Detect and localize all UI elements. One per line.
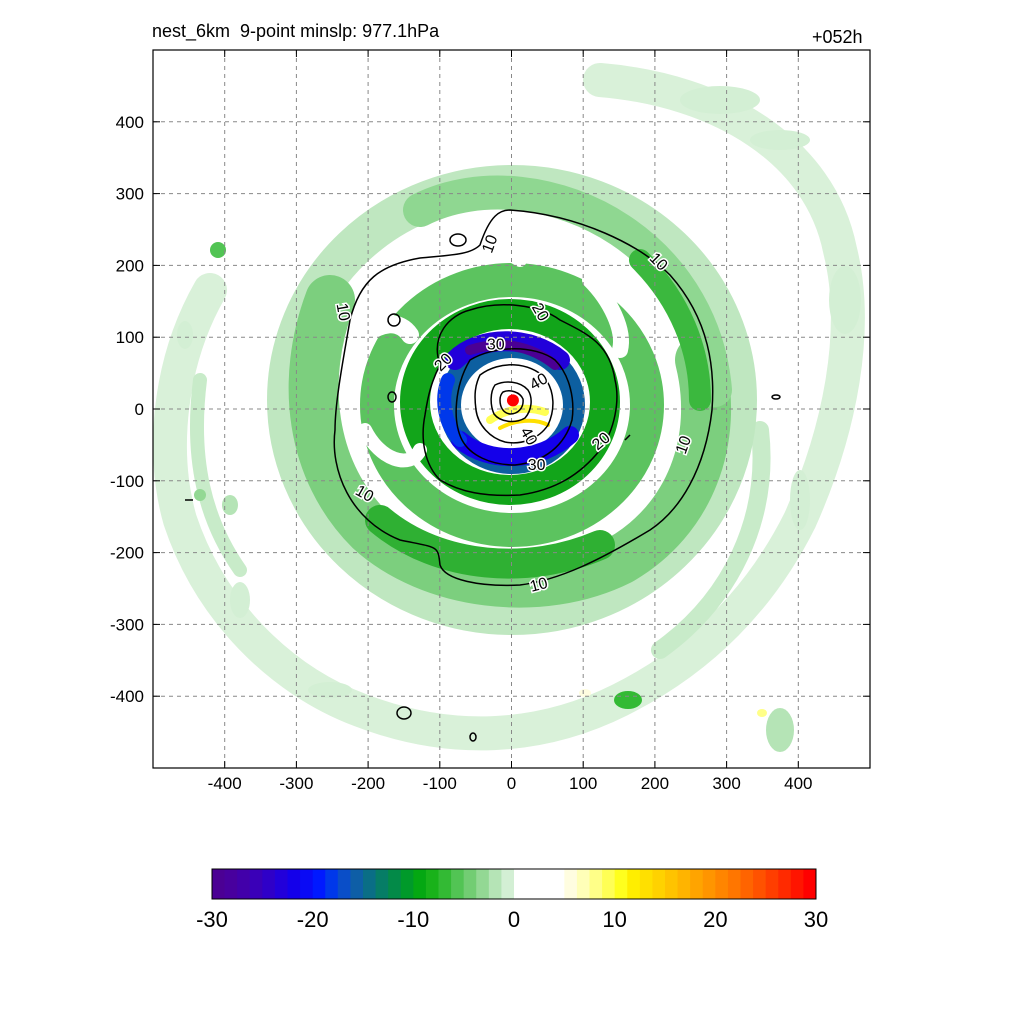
x-tick-label: 0 — [507, 774, 516, 793]
colorbar-swatch — [778, 869, 792, 899]
colorbar-swatch — [337, 869, 351, 899]
colorbar-swatch — [551, 869, 565, 899]
colorbar-tick-label: -10 — [397, 907, 429, 932]
colorbar-swatch — [740, 869, 754, 899]
y-tick-label: -100 — [110, 472, 144, 491]
colorbar-swatch — [312, 869, 326, 899]
y-tick-label: 200 — [116, 256, 144, 275]
colorbar-swatch — [287, 869, 301, 899]
colorbar-tick-label: 30 — [804, 907, 828, 932]
colorbar-swatch — [400, 869, 414, 899]
colorbar-swatch — [413, 869, 427, 899]
colorbar-tick-label: 10 — [602, 907, 626, 932]
colorbar-swatch — [526, 869, 540, 899]
colorbar-swatch — [249, 869, 263, 899]
colorbar-swatch — [425, 869, 439, 899]
y-tick-label: 300 — [116, 185, 144, 204]
colorbar-tick-label: -20 — [297, 907, 329, 932]
colorbar-swatch — [350, 869, 364, 899]
x-tick-label: -400 — [208, 774, 242, 793]
colorbar-swatch — [677, 869, 691, 899]
y-tick-label: 400 — [116, 113, 144, 132]
colorbar-swatch — [589, 869, 603, 899]
colorbar-swatch — [300, 869, 314, 899]
colorbar-swatch — [715, 869, 729, 899]
colorbar-swatch — [514, 869, 528, 899]
colorbar-swatch — [727, 869, 741, 899]
colorbar-swatch — [375, 869, 389, 899]
colorbar-swatch — [627, 869, 641, 899]
colorbar-swatch — [702, 869, 716, 899]
x-tick-label: 100 — [569, 774, 597, 793]
x-tick-label: -200 — [351, 774, 385, 793]
colorbar-swatch — [501, 869, 515, 899]
colorbar-tick-label: 20 — [703, 907, 727, 932]
contour-label: 30 — [528, 457, 546, 474]
colorbar-swatch — [237, 869, 251, 899]
y-tick-label: -300 — [110, 615, 144, 634]
x-tick-label: -300 — [279, 774, 313, 793]
colorbar-swatch — [262, 869, 276, 899]
colorbar-swatch — [325, 869, 339, 899]
y-tick-label: -400 — [110, 687, 144, 706]
contour-label: 30 — [487, 336, 505, 353]
contour-label: 10 — [333, 302, 353, 323]
x-tick-label: 400 — [784, 774, 812, 793]
colorbar-swatch — [451, 869, 465, 899]
chart-title: nest_6km 9-point minslp: 977.1hPa — [152, 21, 440, 41]
axes: -400 -300 -200 -100 0 100 200 300 40040030020010… — [110, 50, 870, 793]
colorbar-swatch — [488, 869, 502, 899]
contour-lines — [185, 209, 781, 742]
colorbar-swatch — [212, 869, 226, 899]
colorbar-tick-label: 0 — [508, 907, 520, 932]
colorbar-swatch — [363, 869, 377, 899]
colorbar-swatch — [388, 869, 402, 899]
colorbar-swatch — [665, 869, 679, 899]
colorbar-swatch — [614, 869, 628, 899]
y-tick-label: 100 — [116, 328, 144, 347]
colorbar-swatch — [463, 869, 477, 899]
colorbar-swatch — [224, 869, 238, 899]
colorbar-swatch — [803, 869, 817, 899]
x-tick-label: 300 — [712, 774, 740, 793]
colorbar-swatch — [476, 869, 490, 899]
shaded-field — [153, 63, 865, 752]
colorbar-frame — [211, 868, 817, 900]
x-tick-label: -100 — [423, 774, 457, 793]
colorbar-swatch — [790, 869, 804, 899]
storm-center-marker — [506, 394, 519, 407]
colorbar-swatch — [576, 869, 590, 899]
colorbar-swatch — [274, 869, 288, 899]
lead-time-label: +052h — [812, 27, 863, 47]
colorbar-swatch — [765, 869, 779, 899]
y-tick-label: 0 — [135, 400, 144, 419]
colorbar-tick-label: -30 — [196, 907, 228, 932]
colorbar-swatch — [602, 869, 616, 899]
colorbar: -30 -20 -10 0 10 20 30 — [196, 868, 828, 932]
contour-label: 10 — [352, 482, 376, 506]
colorbar-swatch — [753, 869, 767, 899]
y-tick-label: -200 — [110, 544, 144, 563]
colorbar-swatch — [639, 869, 653, 899]
colorbar-swatch — [438, 869, 452, 899]
colorbar-swatch — [652, 869, 666, 899]
colorbar-swatch — [539, 869, 553, 899]
colorbar-swatch — [564, 869, 578, 899]
colorbar-swatch — [690, 869, 704, 899]
x-tick-label: 200 — [641, 774, 669, 793]
